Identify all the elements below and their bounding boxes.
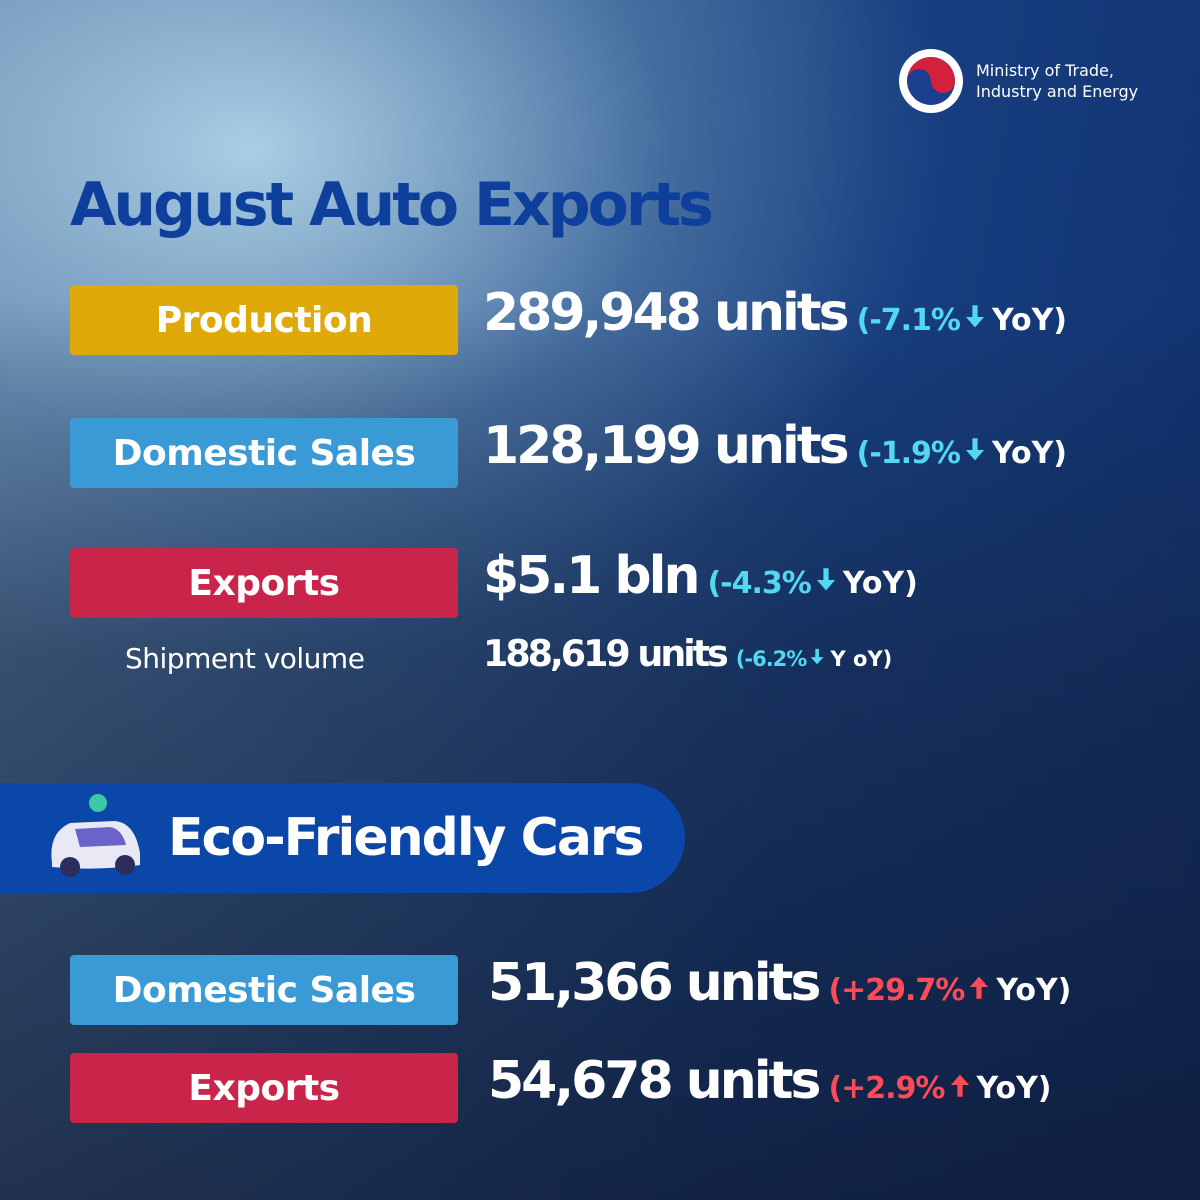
value: $5.1 bln <box>483 546 700 606</box>
title: August Auto Exports <box>70 170 714 240</box>
eco-title: Eco-Friendly Cars <box>168 808 644 868</box>
logo-line: Industry and Energy <box>976 82 1139 101</box>
trend-arrow <box>965 305 985 328</box>
logo-emblem <box>899 49 963 113</box>
value-line: 188,619 units (-6.2% Y oY) <box>483 632 892 675</box>
eco-banner: Eco-Friendly Cars <box>0 783 685 893</box>
trend-arrow <box>950 1074 969 1097</box>
value: 289,948 units <box>483 283 850 343</box>
change: (-6.2% <box>735 647 808 671</box>
value: 54,678 units <box>488 1051 821 1111</box>
car-icon <box>51 794 140 877</box>
value: 188,619 units <box>483 632 729 675</box>
label-box: Exports <box>70 548 458 618</box>
label-box: Exports <box>70 1053 458 1123</box>
trend-arrow <box>816 568 835 591</box>
value: 128,199 units <box>483 416 850 476</box>
period: YoY) <box>996 973 1072 1008</box>
value-line: 128,199 units (-1.9% YoY) <box>483 416 1067 476</box>
value-line: $5.1 bln (-4.3% YoY) <box>483 546 918 606</box>
logo-line: Ministry of Trade, <box>976 61 1114 80</box>
value-line: 54,678 units (+2.9% YoY) <box>488 1051 1052 1111</box>
value: 51,366 units <box>488 953 821 1013</box>
logo: Ministry of Trade, Industry and Energy <box>898 48 1138 114</box>
value-line: 51,366 units (+29.7% YoY) <box>488 953 1071 1013</box>
label-box: Domestic Sales <box>70 418 458 488</box>
period: YoY) <box>976 1071 1052 1106</box>
period: YoY) <box>842 566 918 601</box>
change: (-4.3% <box>707 566 811 601</box>
change: (-7.1% <box>856 303 961 338</box>
period: YoY) <box>992 436 1068 471</box>
trend-arrow <box>811 648 824 665</box>
logo-text: Ministry of Trade, Industry and Energy <box>976 60 1138 102</box>
label-box: Domestic Sales <box>70 955 458 1025</box>
trend-arrow <box>970 976 989 999</box>
change: (+2.9% <box>828 1071 945 1106</box>
change: (+29.7% <box>828 973 965 1008</box>
trend-arrow <box>965 438 985 461</box>
period: Y oY) <box>830 647 893 671</box>
period: YoY) <box>992 303 1068 338</box>
change: (-1.9% <box>856 436 961 471</box>
label-box: Production <box>70 285 458 355</box>
shipment-label: Shipment volume <box>125 642 365 675</box>
value-line: 289,948 units (-7.1% YoY) <box>483 283 1067 343</box>
